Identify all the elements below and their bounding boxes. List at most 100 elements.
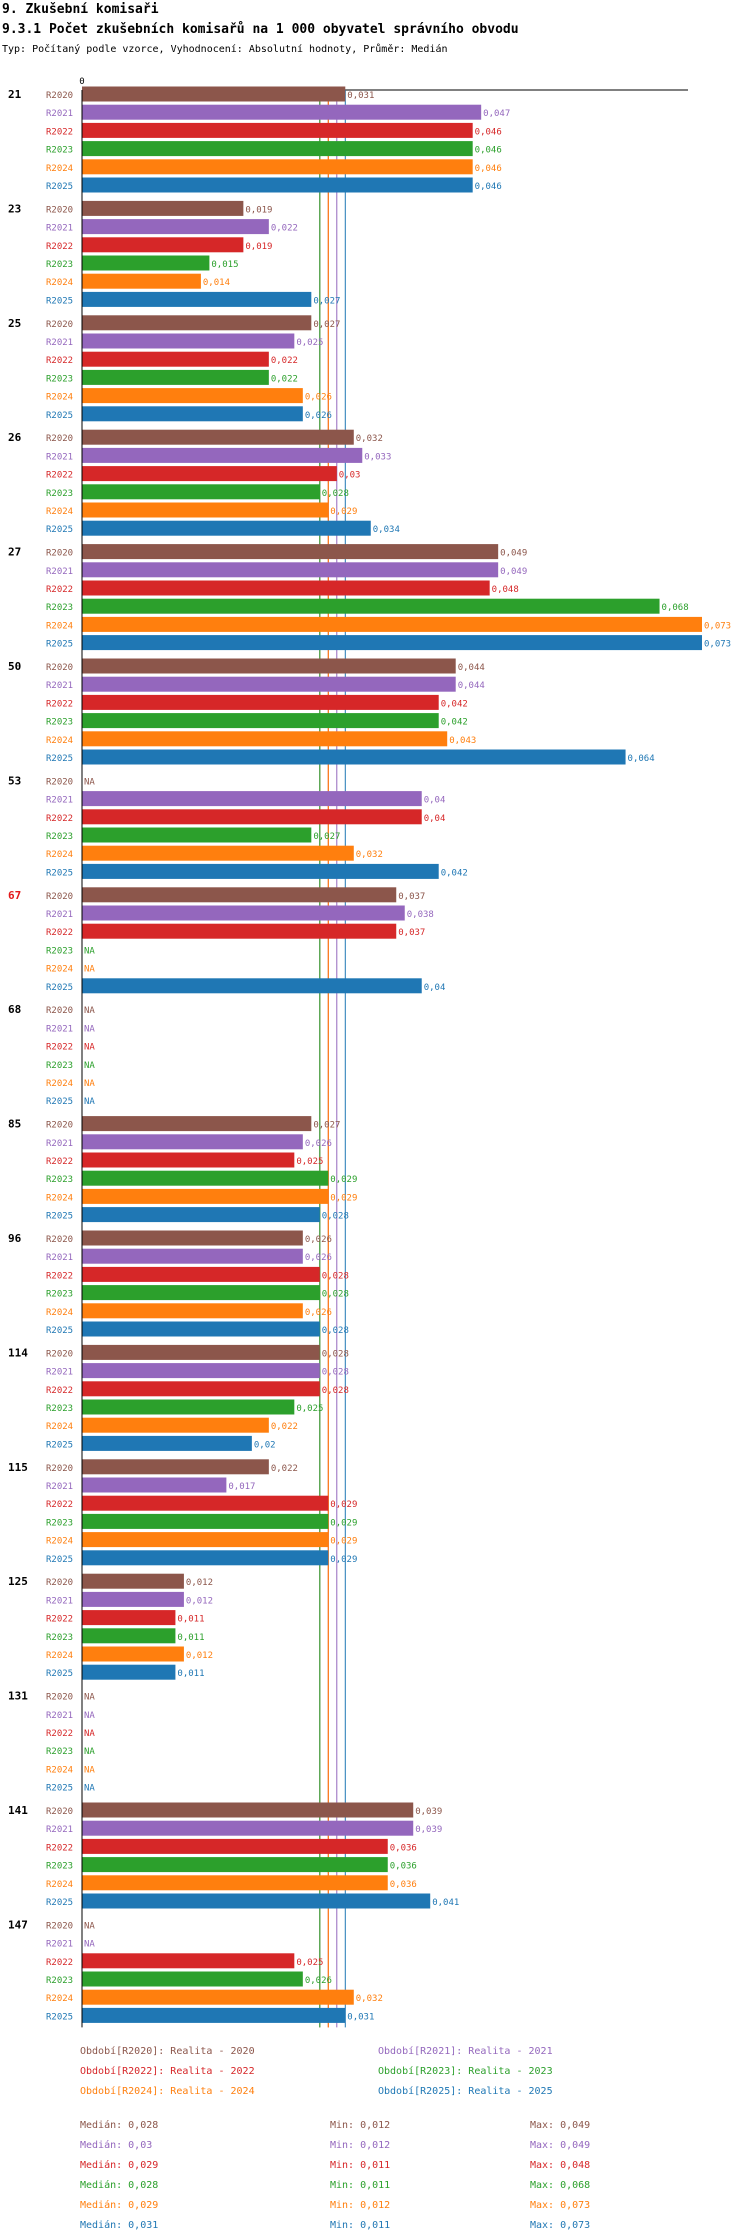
bar[interactable] <box>82 1550 329 1566</box>
bar[interactable] <box>82 255 210 271</box>
bar[interactable] <box>82 122 473 138</box>
bar[interactable] <box>82 1170 329 1186</box>
bar[interactable] <box>82 237 244 253</box>
bar[interactable] <box>82 809 422 825</box>
bar[interactable] <box>82 1628 176 1644</box>
legend-median: Medián: 0,03 <box>80 2140 153 2151</box>
series-label: R2020 <box>46 1006 73 1016</box>
bar[interactable] <box>82 863 439 879</box>
bar[interactable] <box>82 1152 295 1168</box>
bar[interactable] <box>82 141 473 157</box>
bar[interactable] <box>82 177 473 193</box>
bar[interactable] <box>82 923 397 939</box>
value-label: 0,011 <box>177 1633 204 1643</box>
bar[interactable] <box>82 1893 431 1909</box>
bar[interactable] <box>82 1134 303 1150</box>
bar[interactable] <box>82 749 626 765</box>
bar[interactable] <box>82 1646 184 1662</box>
bar[interactable] <box>82 1435 252 1451</box>
bar[interactable] <box>82 429 354 445</box>
value-label: 0,068 <box>662 603 689 613</box>
bar[interactable] <box>82 219 269 235</box>
bar[interactable] <box>82 1953 295 1969</box>
na-label: NA <box>84 1061 95 1071</box>
bar[interactable] <box>82 1207 320 1223</box>
bar[interactable] <box>82 1321 320 1337</box>
bar[interactable] <box>82 351 269 367</box>
bar[interactable] <box>82 86 346 102</box>
bar[interactable] <box>82 1303 303 1319</box>
na-label: NA <box>84 1024 95 1034</box>
bar[interactable] <box>82 562 499 578</box>
bar[interactable] <box>82 1664 176 1680</box>
bar[interactable] <box>82 104 482 120</box>
bar[interactable] <box>82 1188 329 1204</box>
bar[interactable] <box>82 447 363 463</box>
bar[interactable] <box>82 1285 320 1301</box>
bar[interactable] <box>82 1417 269 1433</box>
bar[interactable] <box>82 1838 388 1854</box>
bar[interactable] <box>82 502 329 518</box>
bar[interactable] <box>82 484 320 500</box>
bar[interactable] <box>82 731 448 747</box>
bar[interactable] <box>82 1477 227 1493</box>
bar[interactable] <box>82 1513 329 1529</box>
bar[interactable] <box>82 1459 269 1475</box>
series-label: R2023 <box>46 260 73 270</box>
bar[interactable] <box>82 827 312 843</box>
bar[interactable] <box>82 1363 320 1379</box>
bar[interactable] <box>82 887 397 903</box>
bar[interactable] <box>82 658 456 674</box>
bar[interactable] <box>82 1802 414 1818</box>
bar[interactable] <box>82 845 354 861</box>
bar[interactable] <box>82 635 702 651</box>
bar[interactable] <box>82 1344 320 1360</box>
bar[interactable] <box>82 333 295 349</box>
bar[interactable] <box>82 159 473 175</box>
bar[interactable] <box>82 200 244 216</box>
bar[interactable] <box>82 1573 184 1589</box>
series-label: R2020 <box>46 1578 73 1588</box>
legend-min: Min: 0,011 <box>330 2220 391 2231</box>
bar[interactable] <box>82 978 422 994</box>
value-label: 0,015 <box>211 260 238 270</box>
bar[interactable] <box>82 1230 303 1246</box>
bar[interactable] <box>82 1989 354 2005</box>
bar[interactable] <box>82 466 337 482</box>
bar[interactable] <box>82 1610 176 1626</box>
bar[interactable] <box>82 580 490 596</box>
bar[interactable] <box>82 1857 388 1873</box>
bar[interactable] <box>82 520 371 536</box>
bar[interactable] <box>82 1971 303 1987</box>
bar[interactable] <box>82 369 269 385</box>
series-label: R2024 <box>46 164 73 174</box>
bar[interactable] <box>82 1266 320 1282</box>
bar[interactable] <box>82 2007 346 2023</box>
bar[interactable] <box>82 315 312 331</box>
bar[interactable] <box>82 406 303 422</box>
series-label: R2020 <box>46 892 73 902</box>
bar[interactable] <box>82 598 660 614</box>
series-label: R2021 <box>46 1940 73 1950</box>
bar[interactable] <box>82 713 439 729</box>
series-label: R2021 <box>46 681 73 691</box>
series-label: R2025 <box>46 2012 73 2022</box>
bar[interactable] <box>82 1116 312 1132</box>
bar[interactable] <box>82 291 312 307</box>
bar[interactable] <box>82 1532 329 1548</box>
bar[interactable] <box>82 905 405 921</box>
bar[interactable] <box>82 791 422 807</box>
bar[interactable] <box>82 676 456 692</box>
bar[interactable] <box>82 1591 184 1607</box>
bar[interactable] <box>82 1495 329 1511</box>
bar[interactable] <box>82 1381 320 1397</box>
bar[interactable] <box>82 1399 295 1415</box>
bar[interactable] <box>82 1248 303 1264</box>
bar[interactable] <box>82 544 499 560</box>
bar[interactable] <box>82 616 702 632</box>
bar[interactable] <box>82 694 439 710</box>
bar[interactable] <box>82 388 303 404</box>
bar[interactable] <box>82 1875 388 1891</box>
bar[interactable] <box>82 273 201 289</box>
bar[interactable] <box>82 1820 414 1836</box>
